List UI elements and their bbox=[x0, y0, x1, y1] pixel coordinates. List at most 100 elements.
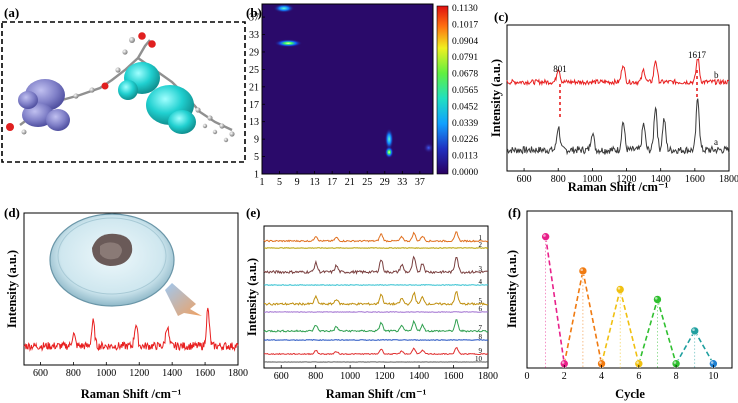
x-tick-label: 1600 bbox=[444, 371, 464, 382]
panel-c-x-ticks: 600 800 1000 1200 1400 1600 1800 bbox=[517, 168, 738, 185]
x-tick-label: 800 bbox=[66, 368, 81, 379]
heatmap-y-tick-label: 37 bbox=[249, 13, 259, 24]
colorbar-tick-label: 0.0000 bbox=[452, 168, 478, 178]
connector-segment bbox=[582, 270, 603, 364]
heatmap-y-tick-label: 1 bbox=[254, 170, 259, 181]
series-line-3 bbox=[263, 255, 489, 275]
series-line-sample bbox=[23, 307, 239, 352]
x-tick-label: 1200 bbox=[375, 371, 395, 382]
x-tick-label: 2 bbox=[562, 371, 567, 382]
series-line-8 bbox=[263, 339, 489, 341]
x-tick-label: 1800 bbox=[228, 368, 248, 379]
colorbar-tick-label: 0.1017 bbox=[452, 20, 478, 30]
series-label-b: b bbox=[714, 70, 719, 80]
colorbar-tick-label: 0.0339 bbox=[452, 119, 478, 129]
series-number-label: 9 bbox=[479, 347, 483, 355]
heatmap-y-tick-label: 21 bbox=[249, 82, 259, 93]
heatmap-y-tick-label: 29 bbox=[249, 47, 259, 58]
connector-segment bbox=[544, 236, 566, 364]
panel-f-guides bbox=[545, 236, 714, 368]
colorbar-tick-label: 0.0678 bbox=[452, 70, 478, 80]
panel-a bbox=[1, 21, 246, 163]
series-line-a bbox=[506, 98, 730, 156]
panel-e-ylabel: Intensity (a.u.) bbox=[245, 258, 259, 336]
heatmap-frame bbox=[261, 3, 434, 175]
heatmap-x-tick-label: 37 bbox=[415, 177, 425, 188]
data-point-highlight bbox=[561, 361, 565, 364]
series-number-label: 7 bbox=[479, 324, 483, 332]
series-line-5 bbox=[264, 290, 489, 306]
series-line-4 bbox=[263, 284, 489, 286]
heatmap-x-tick-label: 17 bbox=[327, 177, 337, 188]
x-tick-label: 1200 bbox=[617, 174, 637, 185]
heatmap-x-tick-label: 5 bbox=[277, 177, 282, 188]
heatmap-hotspots bbox=[273, 4, 434, 159]
panel-f-x-ticks: 0 2 4 6 8 10 bbox=[525, 365, 718, 382]
series-number-label: 6 bbox=[479, 305, 483, 313]
connector-segment bbox=[563, 270, 584, 364]
series-number-label: 5 bbox=[479, 297, 483, 305]
panel-f-ylabel: Intensity (a.u.) bbox=[505, 250, 519, 328]
x-tick-label: 10 bbox=[708, 371, 718, 382]
connector-segment bbox=[675, 330, 696, 365]
data-point-highlight bbox=[580, 268, 584, 272]
x-tick-label: 8 bbox=[674, 371, 679, 382]
panel-f-frame bbox=[526, 210, 733, 369]
data-point bbox=[615, 285, 625, 294]
heatmap-x-tick-label: 1 bbox=[260, 177, 265, 188]
panel-label-a: (a) bbox=[4, 5, 19, 20]
panel-e-xlabel: Raman Shift /cm⁻¹ bbox=[326, 387, 427, 401]
panel-b: 1 5 9 13 17 21 25 29 33 37 1 5 9 13 17 21 25 29 33 37 0.11… bbox=[249, 3, 478, 188]
panel-c-ylabel: Intensity (a.u.) bbox=[489, 59, 503, 137]
series-number-label: 4 bbox=[479, 278, 483, 286]
heatmap-y-tick-label: 17 bbox=[249, 100, 259, 111]
colorbar-ticks: 0.1130 0.1017 0.0904 0.0791 0.0678 0.0565 0.04… bbox=[452, 4, 478, 178]
x-tick-label: 1000 bbox=[582, 174, 602, 185]
x-tick-label: 1200 bbox=[129, 368, 149, 379]
heatmap-plot-area bbox=[262, 4, 433, 174]
heatmap-y-tick-label: 33 bbox=[249, 30, 259, 41]
petri-dish-photo bbox=[49, 213, 175, 307]
x-tick-label: 600 bbox=[274, 371, 289, 382]
x-tick-label: 1000 bbox=[96, 368, 116, 379]
panel-label-d: (d) bbox=[4, 205, 20, 220]
data-point-highlight bbox=[636, 361, 639, 364]
colorbar bbox=[436, 5, 449, 175]
series-line-1 bbox=[263, 231, 489, 243]
colorbar-tick-label: 0.0565 bbox=[452, 86, 478, 96]
heatmap-x-tick-label: 33 bbox=[397, 177, 407, 188]
x-tick-label: 1800 bbox=[719, 174, 738, 185]
connector-segment bbox=[694, 330, 715, 365]
data-point-highlight bbox=[673, 361, 677, 364]
heatmap-hotspot bbox=[384, 146, 394, 159]
panel-label-e: (e) bbox=[246, 205, 260, 220]
heatmap-x-tick-label: 13 bbox=[310, 177, 320, 188]
series-number-label: 1 bbox=[479, 234, 483, 242]
colorbar-tick-label: 0.0113 bbox=[452, 152, 478, 162]
connector-segment bbox=[600, 289, 621, 364]
heatmap-x-tick-label: 21 bbox=[345, 177, 355, 188]
heatmap-y-ticks: 1 5 9 13 17 21 25 29 33 37 bbox=[249, 13, 265, 181]
data-point bbox=[653, 295, 662, 304]
x-tick-label: 600 bbox=[33, 368, 48, 379]
heatmap-hotspot bbox=[274, 39, 303, 48]
connector-segment bbox=[638, 299, 659, 364]
heatmap-x-ticks: 1 5 9 13 17 21 25 29 33 37 bbox=[260, 171, 425, 188]
panel-f-xlabel: Cycle bbox=[615, 387, 645, 401]
panel-c-frame bbox=[506, 24, 730, 172]
connector-segment bbox=[619, 289, 640, 364]
panel-c-xlabel: Raman Shift /cm⁻¹ bbox=[568, 180, 669, 194]
annotation-1617: 1617 bbox=[688, 50, 707, 60]
panel-label-f: (f) bbox=[508, 205, 521, 220]
colorbar-tick-label: 0.1130 bbox=[452, 4, 478, 14]
x-tick-label: 1400 bbox=[162, 368, 182, 379]
heatmap-x-tick-label: 29 bbox=[380, 177, 390, 188]
series-label-a: a bbox=[714, 137, 718, 147]
data-point bbox=[578, 266, 588, 276]
data-point-highlight bbox=[599, 361, 602, 364]
panel-f-points bbox=[541, 232, 718, 369]
x-tick-label: 1600 bbox=[685, 174, 705, 185]
